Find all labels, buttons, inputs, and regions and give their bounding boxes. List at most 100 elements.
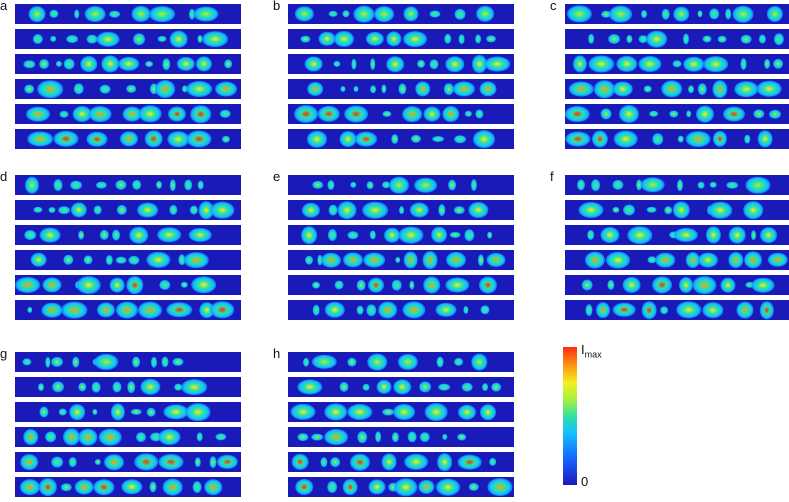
intensity-spot [184,179,192,191]
intensity-spot [169,179,176,191]
intensity-spot [52,381,65,393]
intensity-spot [311,281,320,289]
intensity-spot [697,181,705,189]
intensity-spot [337,201,357,219]
intensity-spot [479,81,497,97]
intensity-spot [85,6,106,22]
intensity-spot [457,433,467,441]
intensity-spot [664,206,673,214]
intensity-spot [37,80,64,98]
intensity-spot [215,81,238,97]
intensity-spot [744,134,751,144]
intensity-spot [53,130,79,148]
intensity-spot [588,33,595,45]
intensity-strip [15,104,241,124]
intensity-strip [15,477,241,497]
intensity-spot [145,60,154,68]
intensity-spot [588,55,614,73]
intensity-spot [356,305,364,315]
intensity-strip [15,300,241,320]
panel-label: b [273,0,281,13]
intensity-spot [96,31,120,47]
intensity-spot [44,431,57,443]
intensity-spot [126,84,136,94]
intensity-spot [369,58,376,70]
intensity-spot [409,202,429,218]
intensity-spot [115,301,138,319]
intensity-spot [645,30,668,48]
intensity-spot [759,301,775,319]
intensity-spot [48,206,56,214]
intensity-spot [757,80,782,98]
intensity-spot [128,255,140,265]
intensity-strip [15,4,241,24]
intensity-strip [15,79,241,99]
intensity-spot [414,81,431,97]
intensity-spot [725,8,731,20]
intensity-spot [381,181,390,189]
intensity-spot [96,302,115,318]
intensity-spot [186,130,212,148]
intensity-spot [121,479,143,495]
intensity-spot [454,135,467,143]
intensity-spot [339,381,349,393]
intensity-spot [219,109,231,119]
intensity-spot [297,433,309,441]
intensity-spot [424,403,448,421]
intensity-spot [80,56,98,72]
intensity-spot [475,34,482,44]
intensity-spot [72,105,92,123]
intensity-spot [162,404,189,420]
intensity-strip [15,54,241,74]
intensity-spot [222,135,231,143]
intensity-spot [438,383,450,391]
intensity-spot [181,379,207,395]
intensity-spot [318,31,336,47]
intensity-spot [485,35,496,43]
intensity-strip [15,377,241,397]
intensity-spot [622,276,641,294]
intensity-spot [419,432,430,442]
intensity-spot [418,479,435,495]
intensity-spot [723,106,746,122]
intensity-spot [648,110,659,118]
intensity-spot [709,181,717,189]
intensity-spot [381,453,397,471]
intensity-strip [15,225,241,245]
intensity-spot [713,130,728,148]
intensity-spot [70,180,83,190]
intensity-spot [112,381,122,393]
intensity-spot [125,276,144,294]
intensity-spot [369,230,377,240]
intensity-spot [766,5,783,23]
intensity-spot [68,457,78,467]
intensity-spot [146,251,171,269]
intensity-spot [745,176,771,194]
intensity-strip [288,79,514,99]
intensity-spot [606,279,615,291]
intensity-spot [56,60,63,68]
intensity-spot [330,457,341,467]
intensity-strip [565,54,789,74]
intensity-spot [685,252,700,268]
intensity-spot [132,356,141,368]
intensity-spot [304,255,313,265]
intensity-spot [353,85,359,93]
intensity-spot [409,280,415,290]
intensity-spot [692,276,717,294]
intensity-spot [214,433,227,441]
intensity-spot [759,227,778,243]
intensity-strip [288,452,514,472]
intensity-spot [382,110,392,118]
intensity-spot [576,179,585,191]
intensity-spot [446,251,467,269]
intensity-spot [584,251,605,269]
intensity-spot [443,33,452,45]
colorbar-gradient [563,347,577,485]
intensity-spot [158,453,184,471]
intensity-spot [764,58,771,70]
intensity-spot [63,58,75,70]
intensity-spot [104,454,125,470]
intensity-spot [342,252,363,268]
intensity-spot [210,201,234,219]
